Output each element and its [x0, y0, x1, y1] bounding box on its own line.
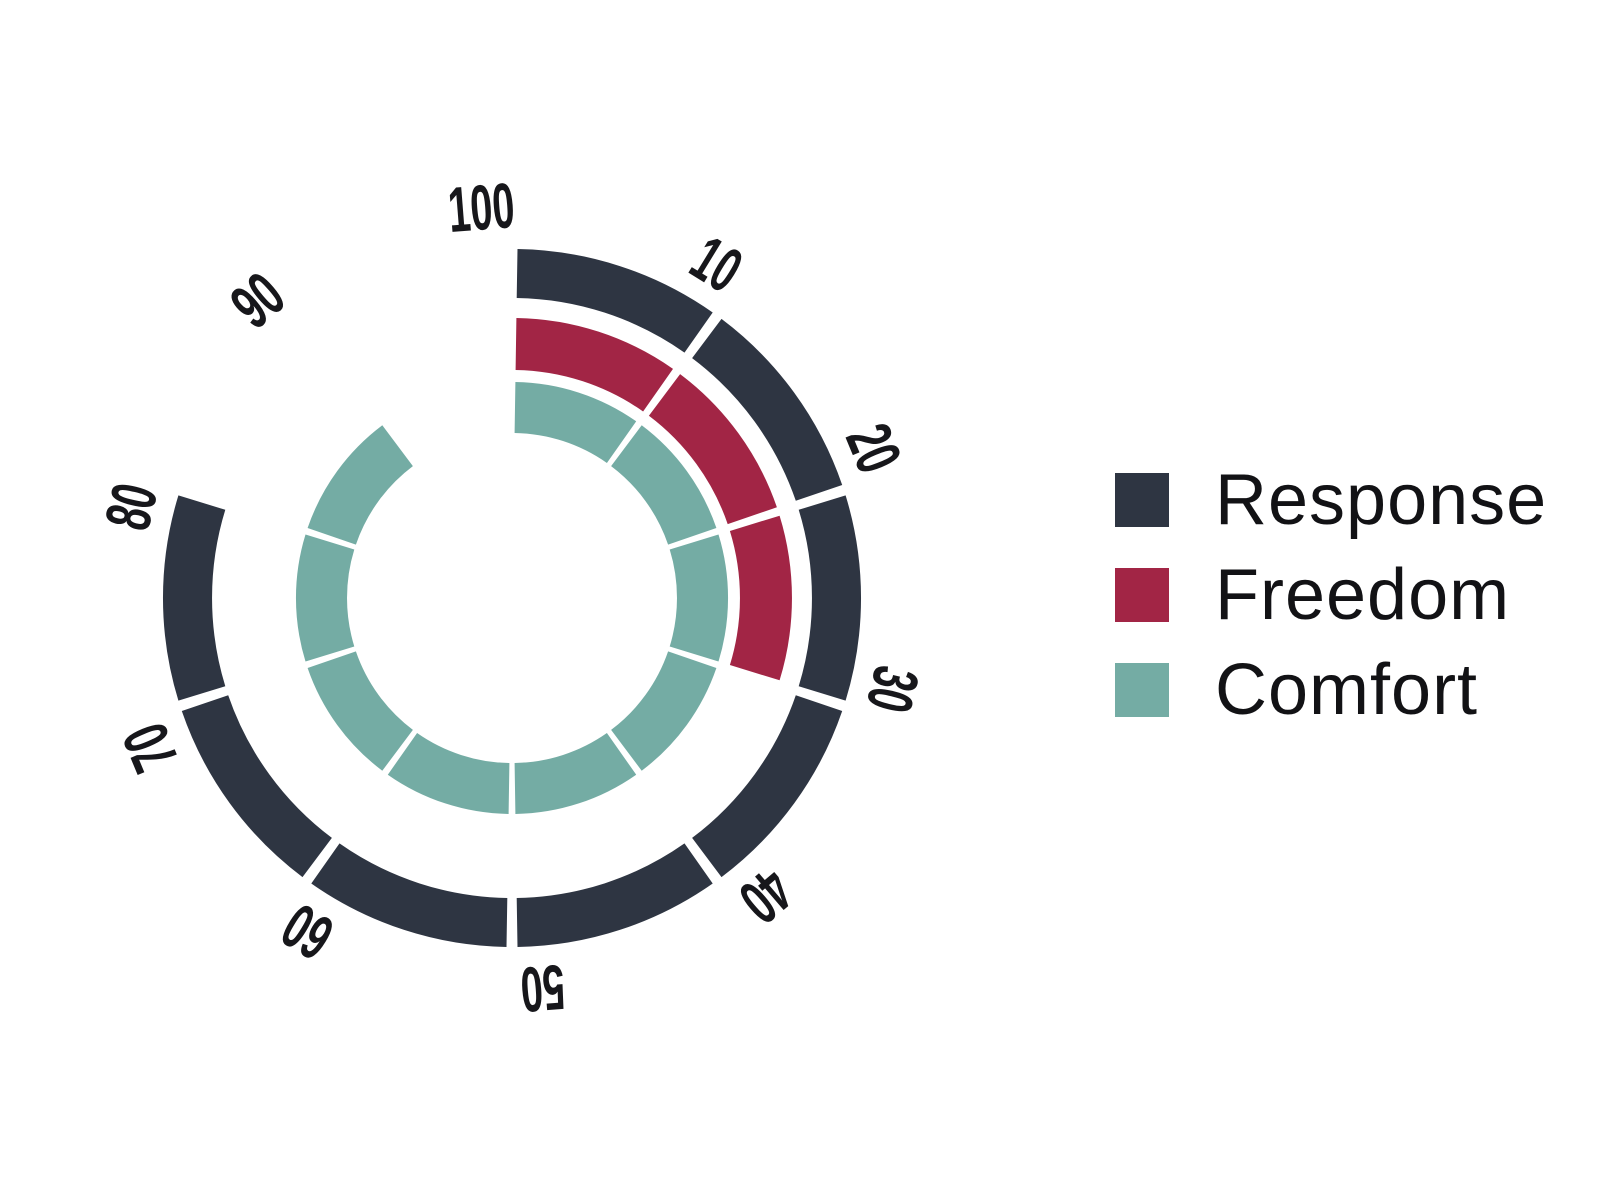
arc-segment-comfort-40: [611, 651, 717, 771]
arc-segment-comfort-30: [669, 534, 729, 662]
arc-segment-freedom-20: [648, 374, 777, 525]
legend-label-response: Response: [1215, 460, 1548, 540]
legend-item-response: Response: [1115, 460, 1547, 540]
arc-segment-comfort-50: [514, 733, 637, 814]
arc-segment-response-60: [311, 843, 508, 947]
arc-segment-response-10: [516, 249, 713, 353]
legend-swatch-freedom: [1115, 568, 1169, 622]
legend-item-comfort: Comfort: [1115, 650, 1547, 730]
arc-segment-response-40: [692, 695, 843, 878]
arc-segment-response-70: [181, 695, 332, 878]
ring-comfort: [295, 382, 729, 814]
arc-segment-comfort-80: [295, 534, 355, 662]
legend-swatch-response: [1115, 473, 1169, 527]
arc-segment-freedom-30: [729, 515, 792, 681]
arc-segment-comfort-70: [307, 651, 413, 771]
tick-label-10: 10: [679, 223, 754, 307]
arc-segment-comfort-60: [387, 733, 510, 814]
arc-segment-freedom-10: [515, 318, 673, 412]
arc-segment-response-50: [516, 843, 713, 947]
arc-segment-response-20: [692, 318, 843, 501]
arc-segment-comfort-20: [611, 425, 717, 545]
tick-label-50: 50: [518, 950, 568, 1024]
tick-label-100: 100: [446, 171, 518, 247]
legend-label-freedom: Freedom: [1215, 555, 1511, 635]
legend-swatch-comfort: [1115, 663, 1169, 717]
tick-label-70: 70: [110, 714, 192, 782]
arc-segment-response-80: [162, 495, 226, 701]
legend-item-freedom: Freedom: [1115, 555, 1547, 635]
ring-response: [162, 249, 862, 947]
arc-segment-response-30: [798, 495, 862, 701]
tick-label-90: 90: [218, 260, 298, 343]
arc-segment-comfort-10: [514, 382, 637, 463]
legend-label-comfort: Comfort: [1215, 650, 1479, 730]
arc-segment-comfort-90: [307, 425, 413, 545]
tick-label-60: 60: [271, 889, 346, 973]
tick-label-40: 40: [726, 854, 806, 937]
ring-freedom: [515, 318, 792, 681]
legend: Response Freedom Comfort: [1115, 460, 1547, 730]
tick-label-80: 80: [92, 477, 171, 536]
tick-label-30: 30: [852, 659, 931, 718]
tick-label-20: 20: [832, 415, 914, 483]
